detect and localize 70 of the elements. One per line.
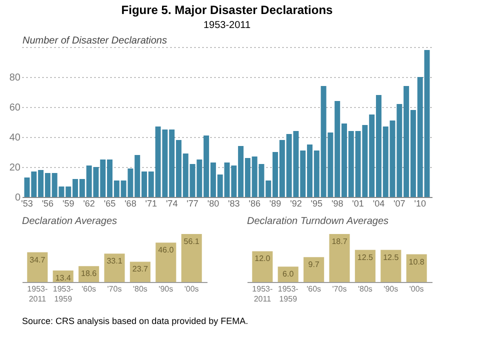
data-label: 13.4 [55,274,72,283]
source-note: Source: CRS analysis based on data provided by FEMA. [22,316,248,326]
x-tick-label: '74 [166,198,178,208]
x-tick-label: 1953-2011 [27,284,48,304]
x-tick-label: '01 [352,198,364,208]
x-tick-label: '00s [409,284,424,294]
bar [406,254,427,282]
x-tick-label: '62 [83,198,95,208]
x-tick-label: '00s [184,284,199,294]
x-tick-label: '10 [414,198,426,208]
chart-title: Declaration Averages [22,216,118,227]
x-tick-label: '56 [42,198,54,208]
chart-title: Figure 5. Major Disaster Declarations [121,3,334,17]
data-label: 6.0 [282,270,294,279]
x-tick-label: '60s [82,284,96,294]
bar [380,250,402,282]
x-tick-label: '53 [21,198,33,208]
bar [304,257,324,282]
data-label: 18.6 [81,269,98,278]
chart-title: Declaration Turndown Averages [247,216,389,227]
x-tick-label: '80s [132,284,148,294]
y-axis-title: Number of Disaster Declarations [22,36,167,46]
bar [252,251,273,282]
bar [181,234,202,282]
chart-subtitle: 1953-2011 [203,20,251,31]
data-label: 18.7 [332,237,348,246]
x-tick-label: '77 [186,198,198,208]
x-tick-label: '89 [269,198,282,208]
x-tick-label: '65 [104,198,116,208]
data-label: 12.5 [357,252,374,262]
x-tick-label: '92 [290,198,302,208]
x-tick-label: 1953-1959 [278,284,299,304]
y-tick-label: 40 [9,132,21,144]
data-label: 12.0 [254,254,271,264]
data-label: 9.7 [308,260,320,270]
x-tick-label: '98 [331,198,344,208]
x-tick-label: '95 [310,198,323,208]
x-tick-label: '90s [158,284,174,294]
data-label: 12.5 [383,252,400,262]
data-label: 56.1 [184,237,200,246]
y-tick-label: 80 [9,72,21,84]
x-tick-label: '59 [62,198,74,208]
x-tick-label: '90s [384,284,398,294]
x-tick-label: '71 [145,198,158,208]
data-label: 23.7 [132,264,149,274]
x-tick-label: '70s [332,284,347,294]
x-tick-label: '04 [372,198,385,208]
x-tick-label: '70s [107,284,122,294]
x-tick-label: '60s [306,284,322,294]
bar [329,234,350,282]
data-label: 34.7 [30,255,46,264]
data-label: 33.1 [106,256,123,266]
x-tick-label: '86 [248,198,260,208]
x-tick-label: 1953-2011 [252,284,273,304]
bar [104,254,125,282]
data-label: 10.8 [408,257,425,266]
y-tick-label: 0 [14,192,21,204]
x-tick-label: '83 [228,198,240,208]
data-label: 46.0 [158,246,174,255]
y-tick-label: 60 [9,102,21,114]
x-tick-label: '07 [394,198,406,208]
y-tick-label: 20 [9,162,21,174]
x-tick-label: '80 [207,198,220,208]
bar [130,262,150,282]
x-tick-label: 1953-1959 [52,284,74,304]
bar [27,252,48,282]
x-tick-label: '68 [124,198,136,208]
bar [156,242,176,282]
x-tick-label: '80s [358,284,372,294]
bar [354,250,376,282]
